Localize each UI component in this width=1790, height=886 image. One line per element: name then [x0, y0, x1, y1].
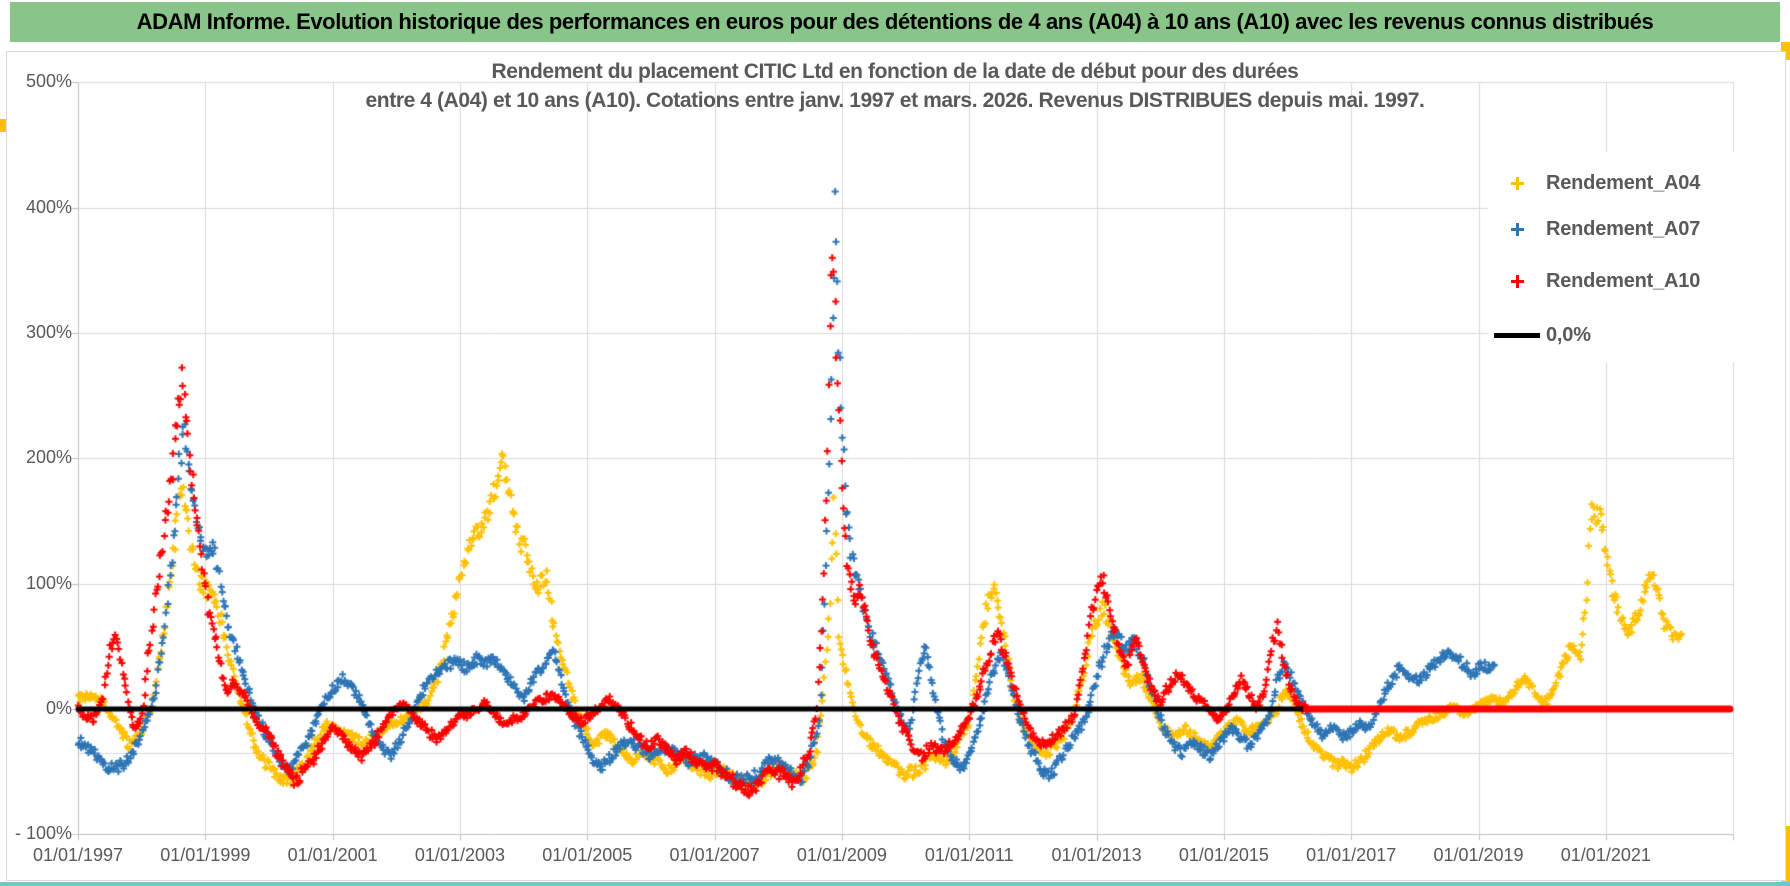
legend-label: 0,0% — [1546, 323, 1591, 346]
y-tick-label: 100% — [25, 572, 72, 593]
chart-title-line1: Rendement du placement CITIC Ltd en fonc… — [491, 60, 1299, 83]
legend-label: Rendement_A10 — [1546, 269, 1701, 292]
chart-legend: Rendement_A04 Rendement_A07 Rendement_A10 0… — [1488, 152, 1760, 362]
y-tick-label: 200% — [25, 447, 72, 468]
x-tick-label: 01/01/2021 — [1560, 845, 1651, 865]
legend-label: Rendement_A07 — [1546, 217, 1701, 240]
x-tick-label: 01/01/2015 — [1178, 845, 1269, 865]
y-tick-label: - 100% — [14, 823, 72, 844]
legend-label: Rendement_A04 — [1546, 171, 1701, 194]
plus-marker-icon — [1488, 222, 1546, 236]
y-tick-label: 500% — [25, 71, 72, 92]
y-tick-label: 0% — [45, 698, 72, 718]
x-tick-label: 01/01/2001 — [287, 845, 378, 865]
x-tick-label: 01/01/2003 — [414, 845, 505, 865]
x-tick-label: 01/01/2017 — [1306, 845, 1397, 865]
x-tick-label: 01/01/2009 — [796, 845, 887, 865]
plus-marker-icon — [1488, 176, 1546, 190]
x-tick-label: 01/01/2005 — [542, 845, 633, 865]
line-marker-icon — [1488, 332, 1546, 338]
legend-entry-rendement-a04: Rendement_A04 — [1488, 168, 1760, 198]
y-tick-label: 400% — [25, 196, 72, 217]
legend-entry-0-0-: 0,0% — [1488, 320, 1760, 350]
x-tick-label: 01/01/1997 — [32, 845, 124, 865]
legend-entry-rendement-a10: Rendement_A10 — [1488, 266, 1760, 296]
y-tick-label: 300% — [25, 321, 72, 342]
chart-title-line2: entre 4 (A04) et 10 ans (A10). Cotations… — [365, 89, 1425, 112]
x-tick-label: 01/01/2019 — [1433, 845, 1524, 865]
x-tick-label: 01/01/2007 — [669, 845, 760, 865]
legend-entry-rendement-a07: Rendement_A07 — [1488, 214, 1760, 244]
x-tick-label: 01/01/2011 — [924, 845, 1014, 865]
x-tick-label: 01/01/1999 — [160, 845, 251, 865]
x-tick-label: 01/01/2013 — [1051, 845, 1142, 865]
plus-marker-icon — [1488, 274, 1546, 288]
